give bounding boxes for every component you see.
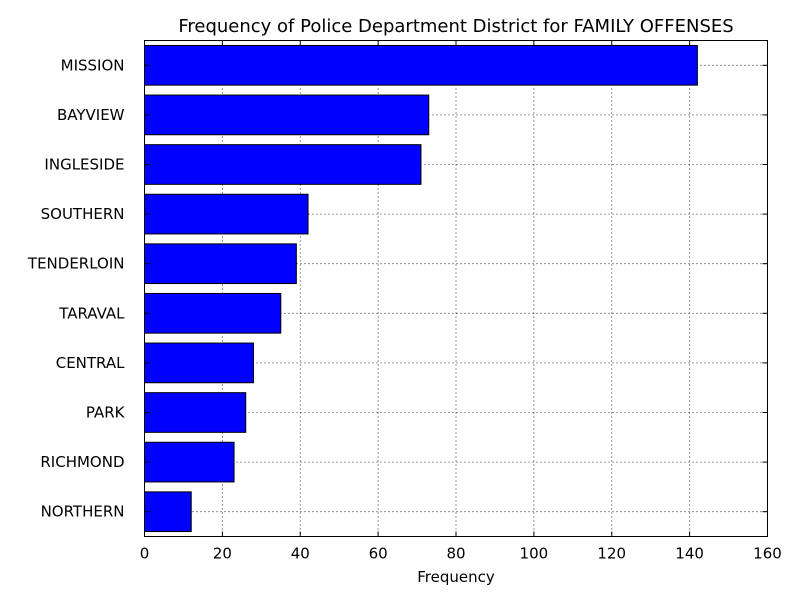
y-tick-label: MISSION	[61, 56, 125, 74]
x-tick-label: 20	[213, 545, 232, 563]
y-tick-label: NORTHERN	[41, 503, 125, 521]
bar-taraval	[144, 292, 282, 334]
y-tick-label: TENDERLOIN	[27, 255, 125, 273]
bar-bayview	[144, 94, 430, 136]
y-tick-label: TARAVAL	[58, 304, 125, 322]
x-tick-label: 100	[520, 545, 549, 563]
bar-southern	[144, 193, 309, 235]
chart-title: Frequency of Police Department District …	[178, 16, 733, 37]
y-tick-label: SOUTHERN	[41, 205, 125, 223]
x-tick-label: 0	[140, 545, 150, 563]
axis-ticks	[144, 40, 768, 537]
y-tick-label: PARK	[86, 404, 126, 422]
bar-tenderloin	[144, 243, 297, 285]
x-axis-label: Frequency	[417, 568, 495, 586]
x-tick-label: 120	[597, 545, 626, 563]
x-tick-label: 40	[291, 545, 310, 563]
x-tick-labels: 0 20 40 60 80 100 120 140 160	[140, 545, 782, 563]
bar-northern	[144, 491, 192, 533]
bar-richmond	[144, 441, 235, 483]
x-tick-label: 160	[753, 545, 782, 563]
y-tick-label: RICHMOND	[40, 453, 124, 471]
x-tick-label: 60	[369, 545, 388, 563]
bar-ingleside	[144, 144, 422, 185]
bar-central	[144, 342, 255, 384]
y-tick-label: INGLESIDE	[44, 156, 124, 174]
y-tick-labels: MISSION BAYVIEW INGLESIDE SOUTHERN TENDERLOI…	[27, 56, 126, 520]
bar-mission	[144, 44, 698, 86]
grid-lines	[144, 40, 768, 537]
bar-park	[144, 392, 247, 433]
bars	[144, 44, 698, 533]
y-tick-label: CENTRAL	[56, 354, 125, 372]
x-tick-label: 140	[675, 545, 704, 563]
y-tick-label: BAYVIEW	[57, 106, 125, 124]
x-tick-label: 80	[446, 545, 465, 563]
